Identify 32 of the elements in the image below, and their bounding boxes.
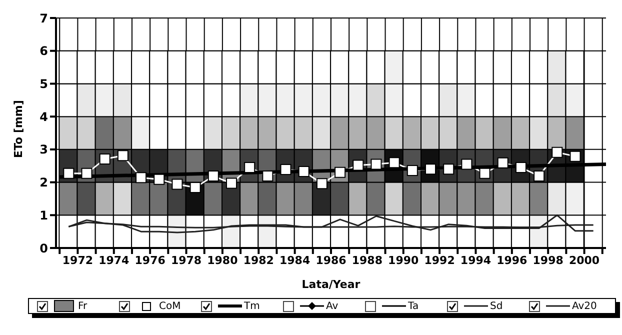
- y-tick-label: 3: [40, 142, 48, 157]
- x-tick-label: 1998: [532, 254, 564, 267]
- y-tick-label: 5: [40, 76, 48, 91]
- y-tick-label: 7: [40, 11, 48, 26]
- x-tick-label: 1986: [316, 254, 347, 267]
- x-tick-label: 1982: [243, 254, 274, 267]
- legend-label: Av20: [572, 300, 597, 312]
- x-axis-title: Lata/Year: [302, 278, 361, 291]
- x-tick-label: 1984: [280, 254, 310, 267]
- legend-label: Sd: [490, 300, 503, 312]
- x-tick-label: 1992: [424, 254, 455, 267]
- x-tick-label: 1996: [496, 254, 528, 267]
- x-tick-label: 1990: [388, 254, 420, 267]
- legend-label: Fr: [78, 300, 88, 312]
- x-tick-label: 1994: [460, 254, 492, 267]
- legend-label: Tm: [244, 300, 260, 312]
- legend-label: CoM: [159, 300, 181, 312]
- x-tick-label: 2000: [568, 254, 600, 267]
- x-tick-label: 1972: [62, 254, 94, 267]
- y-tick-label: 6: [40, 44, 48, 58]
- x-tick-label: 1976: [134, 254, 166, 267]
- y-tick-label: 4: [40, 110, 48, 124]
- legend-label: Av: [326, 300, 338, 312]
- x-tick-label: 1974: [98, 254, 130, 267]
- y-tick-label: 1: [40, 208, 48, 222]
- x-tick-label: 1988: [352, 254, 382, 267]
- y-axis-title: ETo [mm]: [12, 100, 25, 158]
- x-tick-label: 1978: [170, 254, 202, 267]
- y-tick-label: 0: [40, 241, 48, 256]
- legend-label: Ta: [408, 300, 419, 312]
- x-tick-label: 1980: [207, 254, 238, 267]
- y-tick-label: 2: [40, 176, 48, 190]
